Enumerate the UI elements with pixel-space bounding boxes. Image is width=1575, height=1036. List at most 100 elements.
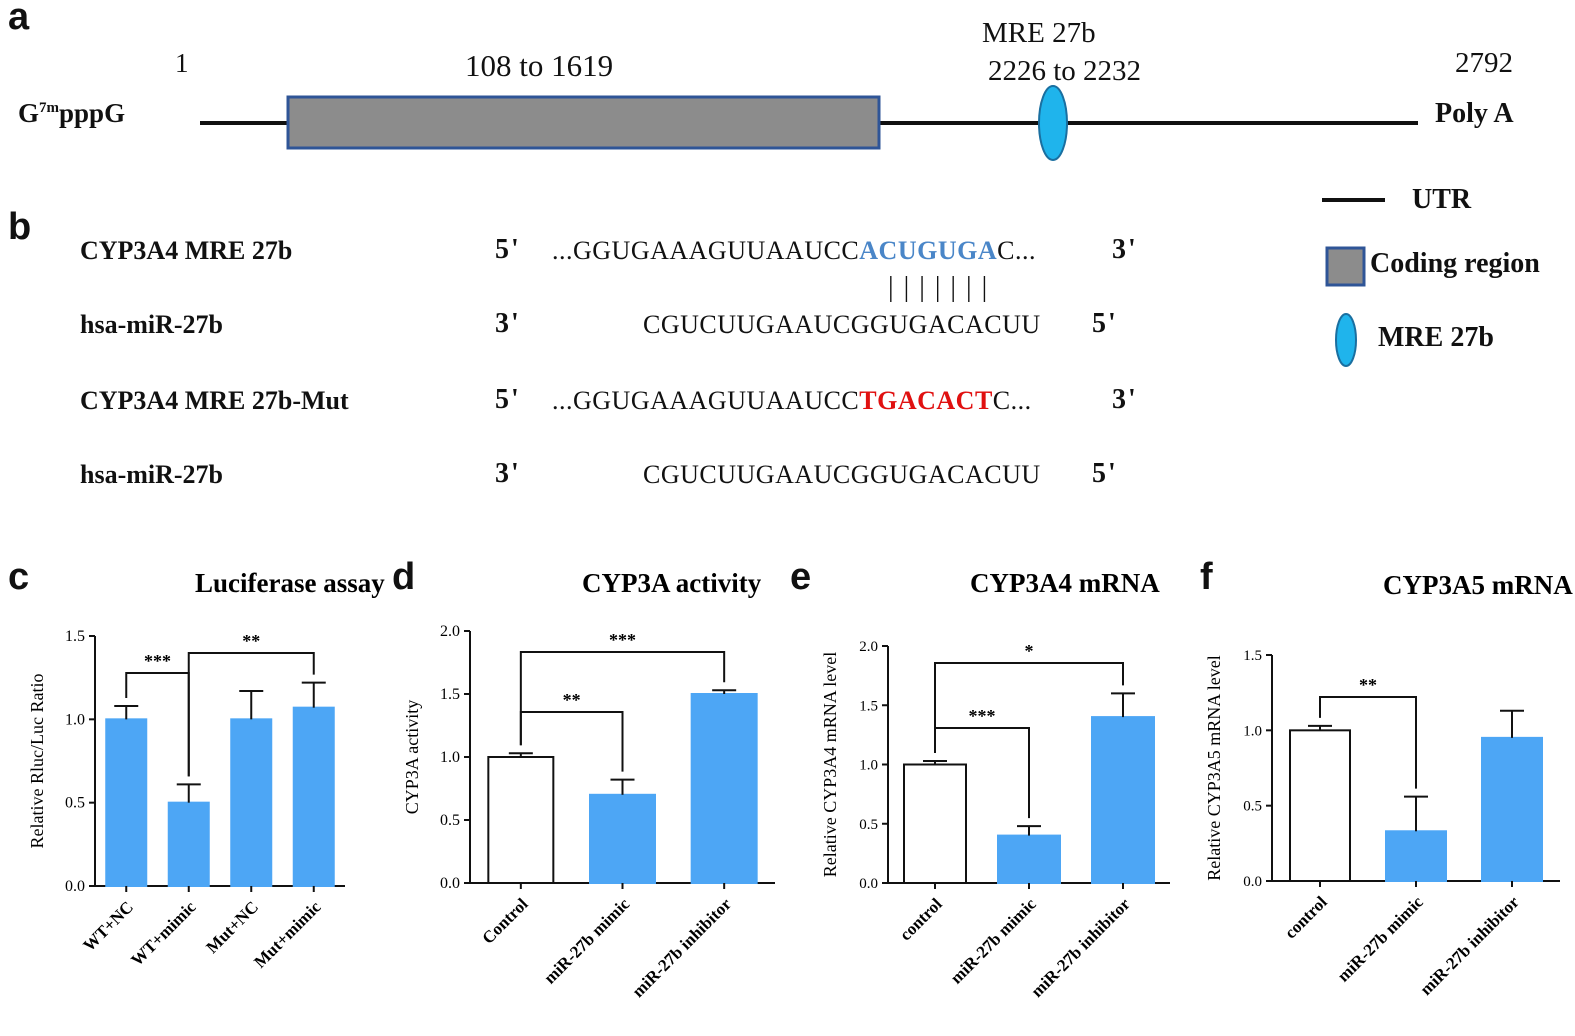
chart-e-xtick-label: control <box>896 894 946 944</box>
chart-d-xtick-label: miR-27b inhibitor <box>628 894 735 1001</box>
chart-d-ylabel: CYP3A activity <box>402 700 422 815</box>
panel-letter-c: c <box>8 556 30 598</box>
chart-c-sig-label: *** <box>144 651 171 671</box>
row4-5prime: 5' <box>1092 458 1118 489</box>
row2-sequence: CGUCUUGAAUCGGUGACACUU <box>643 310 1041 339</box>
row3-seq-post: C... <box>992 386 1032 415</box>
chart-f-bar <box>1481 736 1543 882</box>
legend-utr-label: UTR <box>1412 184 1472 215</box>
chart-f-ylabel: Relative CYP3A5 mRNA level <box>1204 655 1224 880</box>
row3-5prime: 5' <box>495 384 521 415</box>
chart-e-sig-bracket <box>934 662 1124 753</box>
chart-e-sig-label: * <box>1025 641 1034 661</box>
chart-f-ytick-label: 0.0 <box>1243 874 1262 890</box>
chart-e-bar <box>903 763 967 884</box>
row2-5prime: 5' <box>1092 308 1118 339</box>
row2-3prime: 3' <box>495 308 521 339</box>
panel-letter-f: f <box>1200 556 1213 598</box>
coding-region-box <box>286 95 881 150</box>
start-position: 1 <box>175 48 189 78</box>
mre-range: 2226 to 2232 <box>988 55 1142 87</box>
chart-c-title: Luciferase assay <box>195 568 385 598</box>
chart-f-ytick-label: 0.5 <box>1243 799 1262 815</box>
chart-d-sig-bracket <box>519 651 726 746</box>
chart-c-xtick-label: Mut+mimic <box>250 897 325 972</box>
coding-range: 108 to 1619 <box>465 48 614 83</box>
chart-f-xtick-label: miR-27b inhibitor <box>1416 892 1523 999</box>
row3-3prime: 3' <box>1112 384 1138 415</box>
chart-c-xtick-label: WT+NC <box>79 897 137 955</box>
cap-superscript: 7m <box>39 100 60 116</box>
row1-5prime: 5' <box>495 234 521 265</box>
chart-c-bar <box>230 718 273 887</box>
row1-seq-pre: ...GGUGAAAGUUAAUCC <box>552 236 860 265</box>
chart-c-xtick-label: Mut+NC <box>202 897 262 957</box>
chart-c-ylabel: Relative Rluc/Luc Ratio <box>27 674 47 849</box>
chart-c-ytick-label: 0.0 <box>65 878 85 895</box>
chart-f-ytick-label: 1.5 <box>1243 648 1262 664</box>
row1-sequence: ...GGUGAAAGUUAAUCCACUGUGAC... <box>552 236 1036 266</box>
chart-e-ylabel: Relative CYP3A4 mRNA level <box>820 652 840 877</box>
chart-e-ytick-label: 0.5 <box>859 817 878 833</box>
chart-e-bar <box>1091 716 1155 884</box>
chart-d-xtick-label: miR-27b mimic <box>540 894 634 988</box>
row3-sequence: ...GGUGAAAGUUAAUCCTGACACTC... <box>552 386 1032 416</box>
chart-c-ytick-label: 1.0 <box>65 711 85 728</box>
chart-e-ytick-label: 0.0 <box>859 876 878 892</box>
chart-e-ytick-label: 1.5 <box>859 698 878 714</box>
row3-seq-pre: ...GGUGAAAGUUAAUCC <box>552 386 860 415</box>
chart-c-xtick-label: WT+mimic <box>127 897 200 970</box>
transcript-map <box>200 85 1418 161</box>
chart-f-bar <box>1289 729 1351 882</box>
chart-c-bar <box>167 801 210 888</box>
panel-letter-b: b <box>8 206 32 248</box>
panel-letter-e: e <box>790 556 812 598</box>
chart-d-ytick-label: 1.0 <box>440 749 460 766</box>
pairing-bars: ||||||| <box>888 272 998 303</box>
chart-e-bar <box>997 834 1061 884</box>
chart-c-ytick-label: 1.5 <box>65 628 85 645</box>
chart-d-title: CYP3A activity <box>582 568 762 598</box>
cap-label: G7mpppG <box>18 98 125 129</box>
panel-letter-d: d <box>392 556 416 598</box>
chart-d-bar <box>589 793 656 884</box>
chart-e-title: CYP3A4 mRNA <box>970 568 1160 598</box>
polya-label: Poly A <box>1435 98 1514 129</box>
chart-d-sig-label: *** <box>609 630 636 650</box>
chart-d-ytick-label: 0.5 <box>440 812 460 829</box>
chart-e-xtick-label: miR-27b inhibitor <box>1027 894 1134 1001</box>
end-position: 2792 <box>1455 47 1513 79</box>
chart-d-ytick-label: 2.0 <box>440 623 460 640</box>
mre-title: MRE 27b <box>982 17 1096 49</box>
chart-d-ytick-label: 1.5 <box>440 686 460 703</box>
chart-d-bar <box>487 756 555 884</box>
chart-c-ytick-label: 0.5 <box>65 795 85 812</box>
panel-letter-a: a <box>8 0 30 38</box>
chart-f-xtick-label: miR-27b mimic <box>1334 892 1428 986</box>
cap-rest: pppG <box>59 98 126 128</box>
chart-e-ytick-label: 1.0 <box>859 758 878 774</box>
chart-e-sig-label: *** <box>969 706 996 726</box>
mre-ellipse <box>1038 85 1068 161</box>
legend-coding-label: Coding region <box>1370 248 1540 279</box>
row3-label: CYP3A4 MRE 27b-Mut <box>80 386 349 415</box>
legend-mre-ellipse-icon <box>1335 313 1357 367</box>
chart-c-sig-bracket <box>187 652 315 777</box>
row4-sequence: CGUCUUGAAUCGGUGACACUU <box>643 460 1041 489</box>
chart-e-xtick-label: miR-27b mimic <box>947 894 1041 988</box>
row4-3prime: 3' <box>495 458 521 489</box>
row4-label: hsa-miR-27b <box>80 460 224 489</box>
chart-f-sig-label: ** <box>1359 675 1377 695</box>
legend-mre-label: MRE 27b <box>1378 322 1494 353</box>
chart-c-bar <box>105 718 148 887</box>
chart-f-bar <box>1385 830 1447 883</box>
chart-f-ytick-label: 1.0 <box>1243 723 1262 739</box>
legend-coding-box-icon <box>1325 246 1366 287</box>
row1-seq-post: C... <box>997 236 1036 265</box>
cap-base: G <box>18 98 40 128</box>
row3-mutant-highlight: TGACACT <box>859 386 993 415</box>
chart-d-xtick-label: Control <box>478 894 531 947</box>
legend-symbols <box>1322 198 1385 367</box>
chart-e-ytick-label: 2.0 <box>859 639 878 655</box>
